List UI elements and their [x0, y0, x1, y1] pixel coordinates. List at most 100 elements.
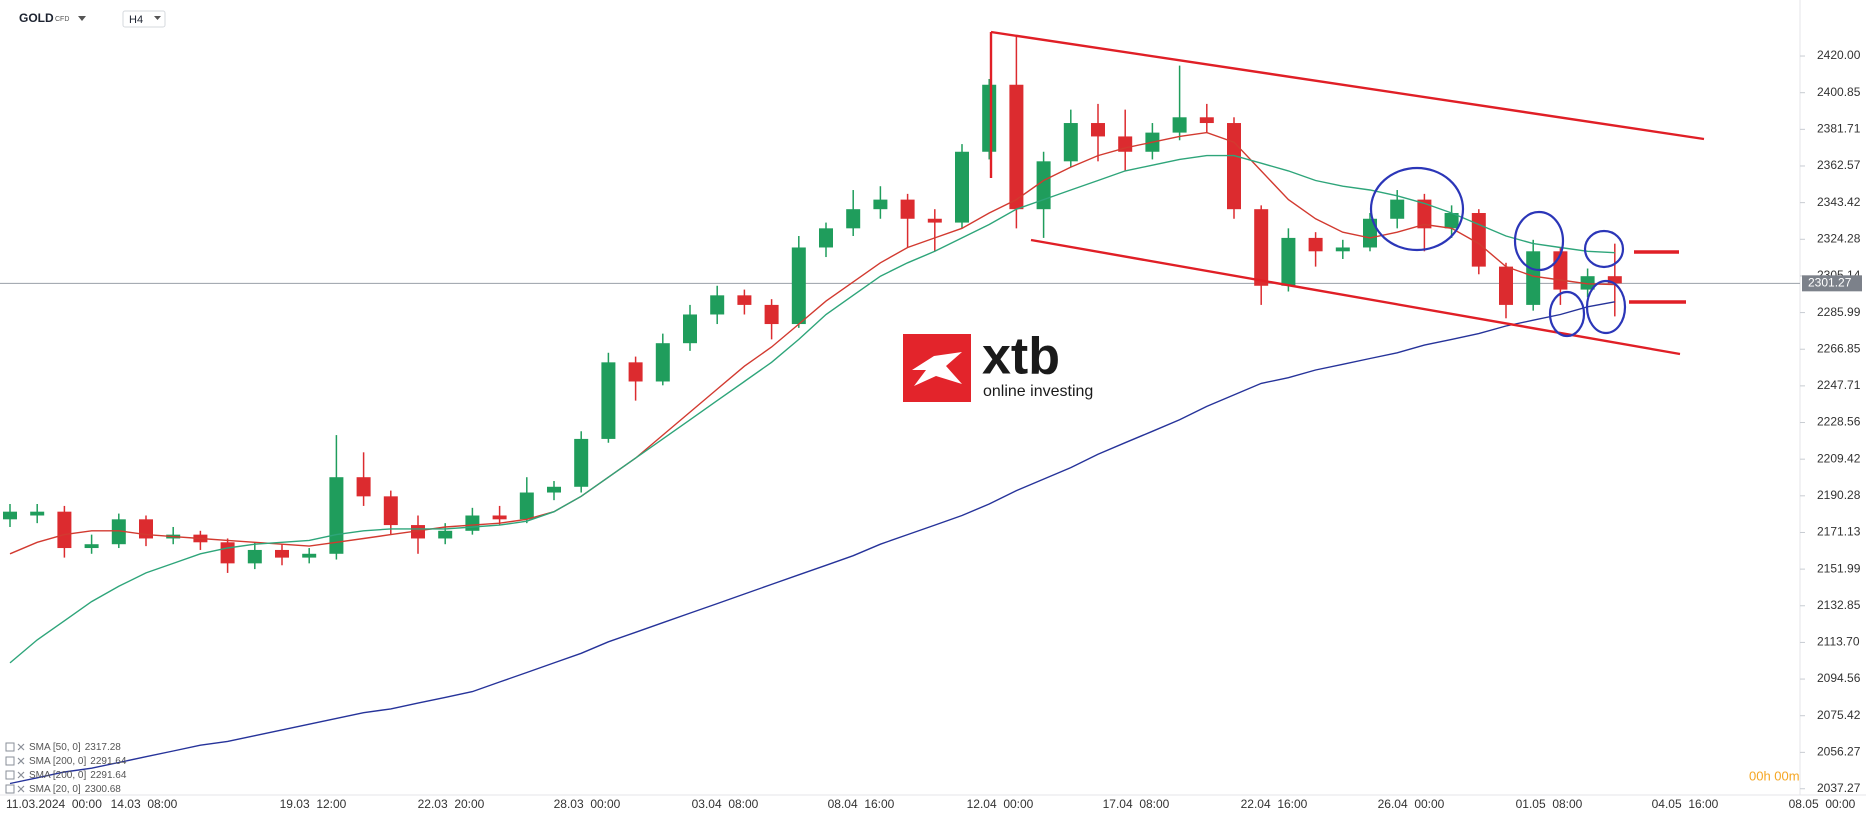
- x-tick-label: 14.03 08:00: [111, 797, 178, 811]
- candle-body: [111, 519, 126, 545]
- legend-name: SMA [50, 0]: [29, 742, 81, 753]
- x-tick-label: 04.05 16:00: [1652, 797, 1719, 811]
- y-tick-label: 2171.13: [1817, 525, 1861, 539]
- x-tick-label: 19.03 12:00: [280, 797, 347, 811]
- y-tick-label: 2190.28: [1817, 488, 1861, 502]
- candle-body: [628, 362, 643, 382]
- highlight-circle: [1585, 279, 1627, 335]
- symbol[interactable]: GOLD: [19, 11, 54, 25]
- candle-body: [547, 486, 561, 493]
- candle-body: [57, 511, 72, 549]
- candle-body: [1063, 123, 1078, 162]
- highlights: [1369, 166, 1627, 338]
- candle-body: [1308, 237, 1323, 252]
- x-tick-label: 08.05 00:00: [1789, 797, 1856, 811]
- candle-body: [1363, 218, 1377, 248]
- interval: H4: [129, 14, 143, 26]
- x-tick-label: 03.04 08:00: [692, 797, 759, 811]
- candle-body: [1526, 251, 1541, 305]
- x-tick-label: 26.04 00:00: [1378, 797, 1445, 811]
- sma-line: [9, 131, 1615, 555]
- candle-body: [1417, 199, 1432, 229]
- current-price-label: 2301.27: [1808, 276, 1852, 290]
- candle-body: [247, 549, 262, 564]
- candle-body: [1009, 84, 1024, 210]
- candle-body: [601, 362, 616, 439]
- x-tick-label: 08.04 16:00: [828, 797, 895, 811]
- y-tick-label: 2343.42: [1817, 195, 1861, 209]
- x-tick-label: 01.05 08:00: [1516, 797, 1583, 811]
- candle-body: [30, 511, 45, 516]
- legend-icon: [5, 742, 15, 752]
- x-tick-label: 22.04 16:00: [1241, 797, 1308, 811]
- y-tick-label: 2075.42: [1817, 708, 1861, 722]
- candle-body: [275, 549, 289, 558]
- candle-body: [846, 209, 861, 229]
- candle-body: [220, 542, 235, 564]
- candle-body: [1471, 213, 1486, 267]
- candle-body: [1335, 247, 1350, 252]
- y-tick-label: 2209.42: [1817, 451, 1861, 465]
- legend-remove[interactable]: [17, 757, 25, 765]
- sma-line: [9, 301, 1615, 785]
- x-tick-label: 11.03.2024 00:00: [6, 797, 102, 811]
- candle-body: [1227, 123, 1241, 210]
- x-tick-label: 22.03 20:00: [418, 797, 485, 811]
- candle-body: [791, 247, 806, 325]
- logo-x: [912, 352, 962, 386]
- x-tick-label: 17.04 08:00: [1103, 797, 1170, 811]
- legend-icon: [5, 784, 15, 794]
- logo-tagline: online investing: [983, 383, 1093, 400]
- legend-row: SMA [200, 0] 2291.64: [29, 756, 127, 767]
- legend-remove[interactable]: [17, 785, 25, 793]
- legend-row: SMA [20, 0] 2300.68: [29, 784, 121, 795]
- y-tick-label: 2381.71: [1817, 122, 1861, 136]
- candle-body: [683, 314, 697, 344]
- legend-value: 2300.68: [85, 784, 122, 795]
- plot: 2420.00 2400.85 2381.71 2362.57 2343.42 2324.…: [0, 34, 1861, 811]
- candle-body: [574, 438, 589, 487]
- candle-body: [873, 199, 888, 210]
- highlight-circle: [1369, 166, 1465, 252]
- legend-row: SMA [200, 0] 2291.64: [29, 770, 127, 781]
- legend-value: 2291.64: [90, 756, 127, 767]
- candle-body: [84, 544, 99, 549]
- legend-remove[interactable]: [17, 771, 25, 779]
- interval-selector[interactable]: [122, 10, 166, 28]
- y-tick-label: 2132.85: [1817, 598, 1861, 612]
- y-tick-label: 2056.27: [1817, 745, 1861, 759]
- candle-body: [1199, 117, 1214, 124]
- legend-remove[interactable]: [17, 743, 25, 751]
- legend-value: 2291.64: [90, 770, 127, 781]
- candle-body: [900, 199, 915, 219]
- candle-body: [1553, 251, 1568, 290]
- candle-body: [438, 530, 453, 539]
- candle-body: [1580, 276, 1595, 290]
- candle-body: [819, 228, 833, 248]
- legend-icon: [5, 756, 15, 766]
- candle-timer: 00h 00m: [1749, 768, 1800, 783]
- instrument-type: CFD: [55, 16, 69, 23]
- candle-body: [927, 218, 942, 223]
- current-price-box: [1802, 275, 1862, 292]
- candle-body: [737, 295, 752, 305]
- candle-body: [1499, 266, 1513, 305]
- y-tick-label: 2228.56: [1817, 415, 1861, 429]
- y-tick-label: 2151.99: [1817, 561, 1861, 575]
- candle-body: [1036, 161, 1051, 210]
- y-tick-label: 2037.27: [1817, 781, 1861, 795]
- y-tick-label: 2362.57: [1817, 158, 1861, 172]
- legend-name: SMA [200, 0]: [29, 770, 86, 781]
- candle-body: [3, 511, 17, 520]
- candle-body: [1172, 117, 1187, 133]
- candle-body: [1444, 213, 1459, 229]
- y-tick-label: 2400.85: [1817, 85, 1861, 99]
- highlight-circle: [1583, 229, 1625, 269]
- symbol-dropdown[interactable]: [78, 16, 86, 21]
- candle-body: [1091, 123, 1105, 137]
- candle-body: [764, 304, 779, 325]
- y-tick-label: 2420.00: [1817, 48, 1861, 62]
- x-tick-label: 28.03 00:00: [554, 797, 621, 811]
